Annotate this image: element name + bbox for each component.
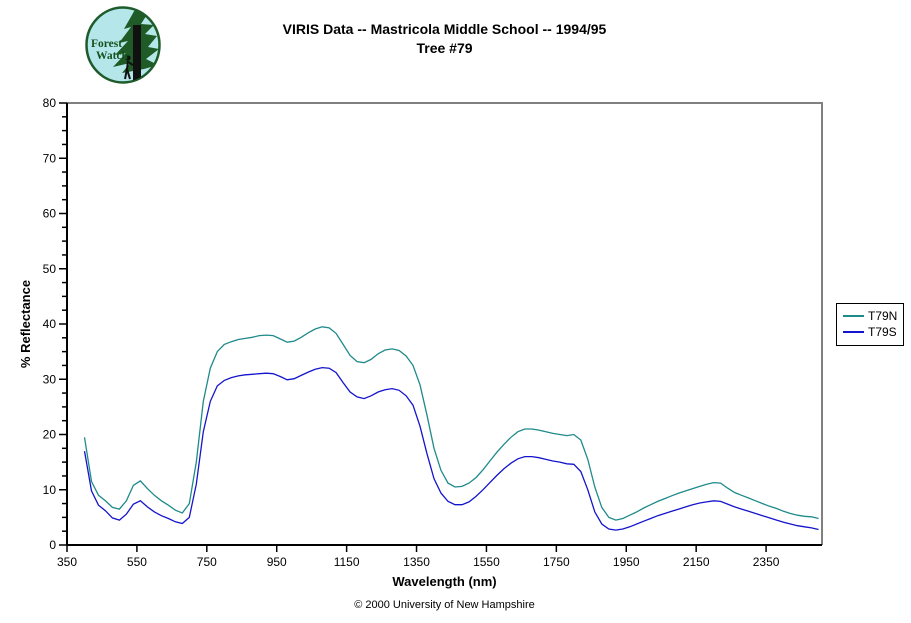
y-tick-label: 10 (43, 483, 57, 497)
copyright-text: © 2000 University of New Hampshire (354, 599, 535, 611)
series-line-T79N (83, 326, 819, 521)
x-tick-label: 1750 (543, 555, 570, 569)
logo-text-line1: Forest (91, 38, 122, 50)
legend-item-T79N: T79N (837, 308, 903, 324)
legend-label: T79S (868, 325, 897, 339)
climber-icon (124, 55, 134, 80)
chart-title: VIRIS Data -- Mastricola Middle School -… (282, 21, 607, 37)
y-tick-label: 40 (43, 317, 57, 331)
x-tick-label: 350 (57, 555, 77, 569)
legend-item-T79S: T79S (837, 324, 903, 340)
x-tick-label: 750 (197, 555, 217, 569)
y-tick-label: 30 (43, 372, 57, 386)
legend-label: T79N (868, 309, 898, 323)
y-tick-label: 70 (43, 151, 57, 165)
x-axis-title: Wavelength (nm) (392, 574, 496, 589)
x-tick-label: 2350 (753, 555, 780, 569)
chart-canvas: 0 10 20 30 40 50 60 70 80 350 550 750 950 1150 1350 155… (18, 96, 823, 589)
y-tick-label: 60 (43, 207, 57, 221)
x-tick-label: 550 (127, 555, 147, 569)
y-axis-title: % Reflectance (18, 280, 33, 368)
y-tick-label: 0 (49, 538, 56, 552)
y-tick-label: 50 (43, 262, 57, 276)
copyright-footer: © 2000 University of New Hampshire (67, 599, 822, 611)
y-tick-label: 80 (43, 96, 57, 110)
logo-text-line2: Watch (96, 50, 129, 62)
x-tick-label: 1550 (473, 555, 500, 569)
legend: T79N T79S (836, 303, 904, 346)
plot-border (67, 102, 823, 545)
x-tick-label: 1150 (334, 555, 360, 569)
y-tick-label: 20 (43, 428, 57, 442)
x-tick-label: 2150 (683, 555, 710, 569)
x-tick-label: 950 (267, 555, 287, 569)
forest-watch-logo: Forest Watch (85, 6, 161, 84)
series-line-T79S (83, 366, 819, 531)
legend-line-swatch (843, 331, 864, 333)
tree-trunk-icon (133, 25, 141, 81)
x-tick-label: 1350 (403, 555, 430, 569)
chart-subtitle: Tree #79 (416, 40, 473, 56)
chart-header: VIRIS Data -- Mastricola Middle School -… (67, 21, 822, 56)
legend-line-swatch (843, 315, 864, 317)
x-tick-label: 1950 (613, 555, 640, 569)
